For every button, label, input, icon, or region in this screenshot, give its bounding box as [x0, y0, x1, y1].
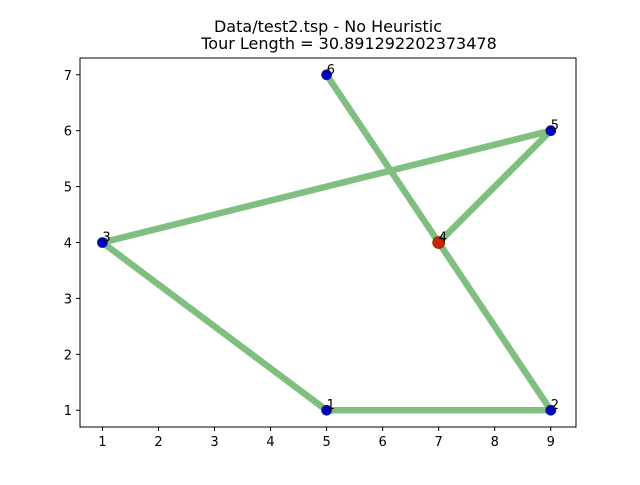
tour-segment-5-3	[99, 127, 555, 246]
tour-segment-2-4	[435, 239, 555, 414]
node-point-6	[321, 69, 332, 81]
y-tick-label-2: 2	[64, 348, 72, 363]
node-point-1	[321, 404, 332, 416]
node-point-2	[545, 404, 557, 416]
chart-subtitle-tour-length: Tour Length = 30.891292202373478	[200, 34, 497, 53]
y-tick-label-5: 5	[64, 181, 72, 196]
x-tick-label-5: 5	[322, 435, 330, 450]
y-tick-label-3: 3	[64, 292, 72, 307]
x-tick-label-9: 9	[547, 435, 555, 450]
x-tick-label-3: 3	[210, 435, 218, 450]
x-tick-label-1: 1	[98, 435, 106, 450]
x-tick-label-8: 8	[491, 435, 499, 450]
x-tick-label-7: 7	[435, 435, 443, 450]
tour-segment-4-6	[323, 71, 442, 246]
start-node-point-4	[432, 236, 446, 249]
tour-segment-3-1	[99, 239, 330, 414]
x-tick-label-2: 2	[154, 435, 162, 450]
y-tick-label-7: 7	[64, 69, 72, 84]
node-label-5: 5	[551, 119, 559, 134]
y-tick-label-1: 1	[64, 404, 72, 419]
plot-area: 1 2 3 4 5 6 7 8 9 1 2 3 4 5 6 7 1 2 3 4 5 6	[64, 57, 577, 450]
node-label-4: 4	[439, 231, 447, 246]
node-label-3: 3	[102, 231, 110, 246]
y-tick-label-4: 4	[64, 237, 72, 252]
node-label-2: 2	[551, 398, 559, 413]
y-tick-label-6: 6	[64, 125, 72, 140]
node-point-5	[545, 125, 557, 137]
node-point-3	[97, 237, 108, 248]
node-label-1: 1	[327, 398, 335, 413]
x-tick-label-4: 4	[266, 435, 274, 450]
tour-segment-4-5	[435, 127, 555, 246]
chart-title: Data/test2.tsp - No Heuristic	[214, 17, 442, 36]
node-label-6: 6	[327, 63, 335, 78]
x-tick-label-6: 6	[379, 435, 387, 450]
